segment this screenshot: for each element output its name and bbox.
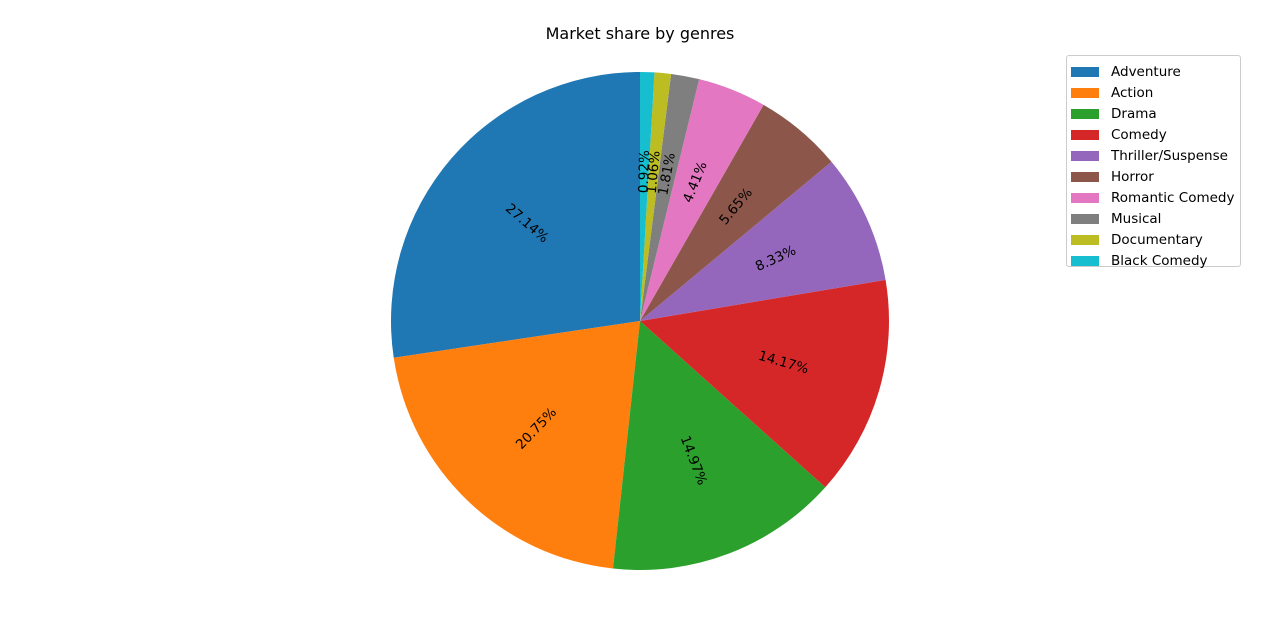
legend-item: Black Comedy — [1071, 250, 1208, 271]
legend-item: Comedy — [1071, 124, 1167, 145]
legend-label: Comedy — [1111, 126, 1167, 143]
legend-label: Horror — [1111, 168, 1154, 185]
legend-label: Romantic Comedy — [1111, 189, 1235, 206]
pie-slice-horror — [640, 104, 832, 321]
pie-slice-action — [393, 321, 640, 569]
legend-swatch — [1071, 234, 1099, 245]
legend-label: Drama — [1111, 105, 1157, 122]
legend-item: Action — [1071, 82, 1153, 103]
pie-slice-documentary — [640, 72, 672, 321]
legend-label: Black Comedy — [1111, 252, 1208, 269]
legend-swatch — [1071, 108, 1099, 119]
legend-swatch — [1071, 129, 1099, 140]
legend-item: Drama — [1071, 103, 1157, 124]
legend-item: Thriller/Suspense — [1071, 145, 1228, 166]
legend-swatch — [1071, 150, 1099, 161]
legend-item: Horror — [1071, 166, 1154, 187]
pie-slice-comedy — [640, 279, 889, 488]
legend-swatch — [1071, 213, 1099, 224]
legend-label: Thriller/Suspense — [1111, 147, 1228, 164]
pie-label-documentary: 1.06% — [644, 150, 664, 194]
pie-slice-musical — [640, 73, 700, 322]
chart-title: Market share by genres — [545, 24, 735, 43]
pie-label-black-comedy: 0.92% — [636, 150, 653, 194]
legend-swatch — [1071, 66, 1099, 77]
pie-slice-adventure — [391, 72, 640, 358]
legend-label: Action — [1111, 84, 1154, 101]
legend-swatch — [1071, 192, 1099, 203]
pie-slice-thriller-suspense — [640, 161, 886, 321]
legend-label: Documentary — [1111, 231, 1203, 248]
legend-swatch — [1071, 255, 1099, 266]
pie-slice-drama — [613, 321, 826, 570]
pie-slice-black-comedy — [640, 72, 655, 321]
pie-label-musical: 1.81% — [655, 151, 679, 196]
legend-swatch — [1071, 87, 1099, 98]
pie-slices — [391, 72, 889, 570]
legend: Adventure Action Drama Comedy Thriller/Suspe… — [1066, 55, 1241, 269]
legend-item: Adventure — [1071, 61, 1181, 82]
pie-slice-romantic-comedy — [640, 79, 764, 322]
legend-label: Musical — [1111, 210, 1162, 227]
legend-item: Documentary — [1071, 229, 1203, 250]
legend-swatch — [1071, 171, 1099, 182]
legend-item: Musical — [1071, 208, 1161, 229]
legend-label: Adventure — [1111, 63, 1181, 80]
legend-item: Romantic Comedy — [1071, 187, 1234, 208]
